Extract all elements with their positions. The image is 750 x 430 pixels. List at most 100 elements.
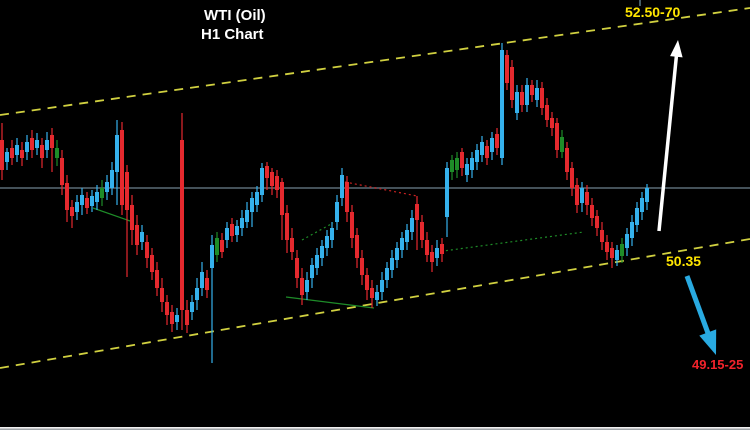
candle-body: [615, 250, 619, 260]
candle-body: [320, 246, 324, 258]
candle-body: [50, 135, 54, 148]
candle-body: [480, 142, 484, 155]
candle-body: [140, 232, 144, 242]
candle-body: [635, 208, 639, 225]
candle-body: [500, 50, 504, 158]
candle-body: [200, 272, 204, 288]
candle-body: [115, 135, 119, 172]
candle-body: [185, 310, 189, 325]
candle-body: [135, 225, 139, 245]
candle-body: [390, 258, 394, 270]
candle-body: [265, 166, 269, 178]
candle-body: [315, 255, 319, 268]
candle-body: [90, 196, 94, 206]
candle-body: [605, 242, 609, 252]
candle-body: [525, 85, 529, 105]
candle-body: [640, 198, 644, 212]
lower-channel-line: [0, 238, 750, 369]
candle-body: [585, 192, 589, 205]
chart-subtitle: H1 Chart: [201, 26, 264, 43]
candle-body: [530, 85, 534, 95]
candle-body: [360, 258, 364, 275]
candle-body: [350, 212, 354, 238]
candle-body: [180, 140, 184, 310]
candle-body: [630, 222, 634, 238]
candle-body: [470, 158, 474, 170]
candle-body: [430, 252, 434, 262]
candle-body: [310, 265, 314, 278]
candle-body: [345, 182, 349, 212]
candle-body: [190, 302, 194, 312]
candle-body: [45, 140, 49, 150]
lower-target-price-label: 49.15-25: [692, 357, 744, 372]
minor-trendline-2: [301, 222, 334, 241]
candle-body: [410, 218, 414, 232]
candle-body: [355, 235, 359, 258]
bearish-projection-arrow-head: [699, 329, 717, 355]
candle-body: [370, 288, 374, 298]
candle-body: [280, 182, 284, 215]
candle-body: [210, 245, 214, 268]
candle-body: [625, 234, 629, 248]
candle-body: [165, 302, 169, 315]
candle-body: [145, 242, 149, 258]
candle-body: [515, 92, 519, 113]
candle-body: [455, 158, 459, 170]
candle-body: [80, 195, 84, 205]
candle-body: [570, 168, 574, 188]
candle-body: [175, 315, 179, 322]
candle-body: [510, 67, 514, 100]
minor-trendline-1: [285, 296, 375, 309]
candle-body: [240, 218, 244, 228]
candle-body: [245, 210, 249, 222]
candle-body: [270, 172, 274, 186]
candle-body: [475, 150, 479, 162]
candle-body: [255, 192, 259, 205]
candle-body: [300, 278, 304, 295]
candle-body: [15, 145, 19, 155]
candle-body: [160, 288, 164, 302]
candle-body: [170, 312, 174, 324]
candle-body: [495, 134, 499, 148]
candle-body: [600, 230, 604, 242]
upper-channel-line: [0, 7, 750, 116]
candle-body: [125, 172, 129, 210]
candle-body: [385, 268, 389, 280]
bullish-projection-arrow-head: [670, 40, 683, 58]
candle-body: [620, 244, 624, 256]
candle-body: [420, 222, 424, 240]
candle-body: [555, 123, 559, 150]
bullish-projection-arrow-shaft: [657, 55, 679, 232]
candle-body: [195, 288, 199, 300]
candle-body: [150, 255, 154, 272]
candle-body: [110, 170, 114, 188]
candle-body: [5, 152, 9, 162]
minor-trendline-0: [92, 207, 131, 222]
candles-layer: [0, 43, 649, 363]
support-price-label: 50.35: [666, 253, 702, 269]
candle-body: [70, 207, 74, 216]
candle-body: [220, 240, 224, 252]
window-bottom-border: [0, 427, 750, 430]
upper-target-price-label: 52.50-70: [625, 4, 681, 20]
candle-body: [550, 118, 554, 128]
candle-body: [40, 145, 44, 158]
candle-body: [490, 138, 494, 152]
candle-body: [540, 88, 544, 108]
candle-body: [20, 150, 24, 158]
candle-body: [380, 280, 384, 292]
candle-body: [400, 238, 404, 250]
candle-body: [25, 142, 29, 152]
candle-body: [460, 152, 464, 168]
candle-body: [105, 182, 109, 192]
candle-body: [305, 280, 309, 292]
candle-body: [60, 158, 64, 185]
candle-body: [485, 146, 489, 158]
candle-body: [545, 105, 549, 120]
candle-body: [230, 224, 234, 236]
candle-body: [65, 183, 69, 210]
candle-body: [535, 88, 539, 100]
candle-body: [405, 230, 409, 242]
candle-body: [645, 188, 649, 202]
